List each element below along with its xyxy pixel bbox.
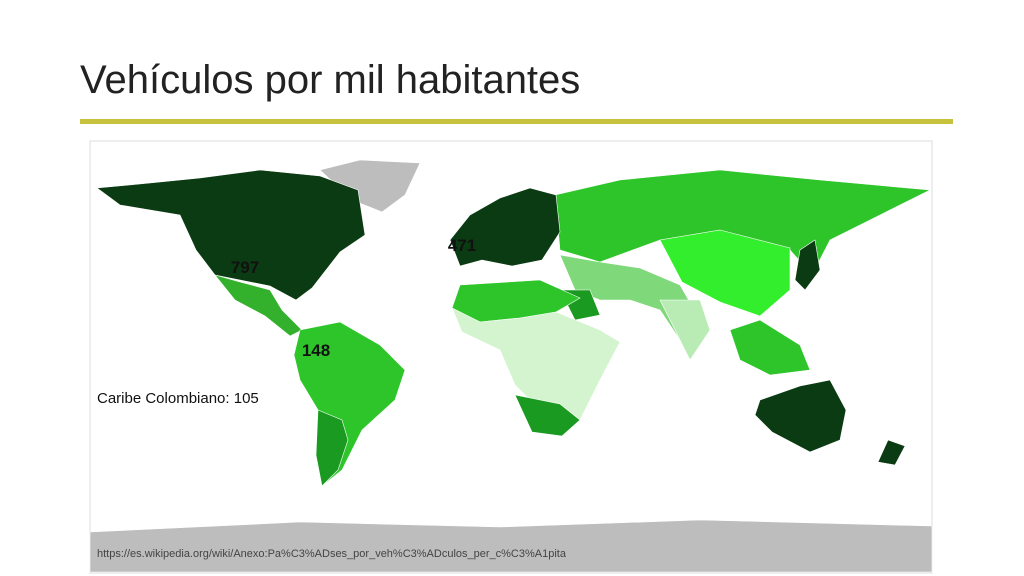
southern-africa bbox=[514, 394, 581, 437]
europe bbox=[449, 187, 561, 267]
russia bbox=[554, 169, 932, 276]
central-africa bbox=[451, 307, 621, 421]
china bbox=[659, 229, 791, 317]
antarctica bbox=[89, 519, 933, 573]
slide-title: Vehículos por mil habitantes bbox=[80, 58, 581, 102]
title-rule bbox=[80, 119, 953, 124]
japan bbox=[794, 239, 821, 291]
southeast-asia bbox=[729, 319, 811, 376]
map-label: 148 bbox=[302, 341, 330, 360]
source-link[interactable]: https://es.wikipedia.org/wiki/Anexo:Pa%C… bbox=[97, 548, 567, 560]
southern-cone bbox=[315, 409, 349, 487]
map-label: 471 bbox=[448, 236, 476, 255]
india bbox=[659, 299, 711, 361]
north-america bbox=[96, 169, 366, 301]
map-note: Caribe Colombiano: 105 bbox=[97, 390, 259, 407]
map-label: 797 bbox=[231, 258, 259, 277]
new-zealand bbox=[877, 439, 906, 466]
australia bbox=[754, 379, 847, 453]
land bbox=[89, 159, 933, 573]
